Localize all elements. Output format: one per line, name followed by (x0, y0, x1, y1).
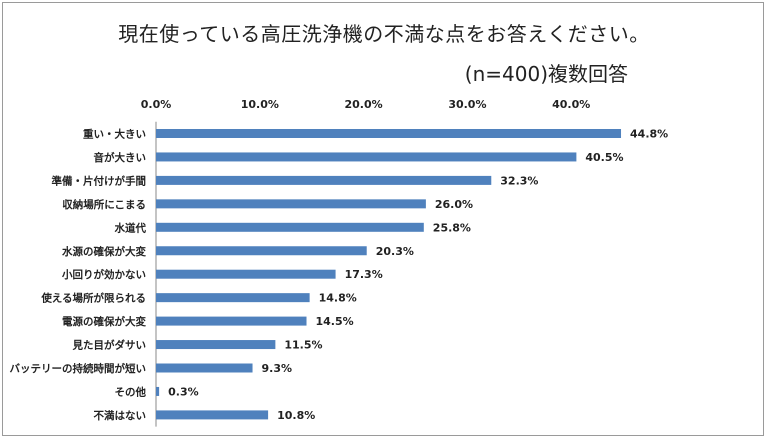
data-label: 14.5% (316, 315, 354, 328)
data-label: 32.3% (500, 174, 538, 187)
bar (156, 340, 276, 350)
category-label: 不満はない (94, 409, 147, 422)
data-label: 0.3% (168, 385, 199, 398)
bar (156, 175, 492, 185)
data-label: 44.8% (630, 128, 668, 141)
x-tick-label: 10.0% (241, 98, 279, 111)
chart-frame (2, 2, 764, 436)
category-label: 水源の確保が大変 (61, 245, 146, 258)
data-label: 40.5% (585, 151, 623, 164)
bar (156, 246, 367, 256)
x-tick-label: 40.0% (552, 98, 590, 111)
bar (156, 129, 622, 138)
category-label: 音が大きい (94, 151, 147, 164)
data-label: 14.8% (319, 292, 357, 305)
data-label: 26.0% (435, 198, 473, 211)
category-label: 小回りが効かない (61, 268, 146, 281)
data-label: 25.8% (433, 221, 471, 234)
category-label: 電源の確保が大変 (62, 315, 146, 328)
bar (156, 410, 269, 420)
bar (156, 269, 336, 279)
category-label: 重い・大きい (83, 128, 146, 141)
chart-subtitle: (n=400)複数回答 (464, 62, 628, 86)
data-label: 11.5% (284, 339, 322, 352)
category-label: その他 (115, 385, 147, 398)
bar (156, 222, 424, 232)
category-label: 準備・片付けが手間 (52, 174, 147, 187)
bar (156, 199, 426, 209)
bar (156, 316, 307, 326)
chart-title: 現在使っている高圧洗浄機の不満な点をお答えください。 (118, 22, 650, 46)
data-label: 20.3% (376, 245, 414, 258)
bar (156, 293, 310, 303)
x-tick-label: 30.0% (448, 98, 486, 111)
data-label: 9.3% (262, 362, 293, 375)
data-label: 10.8% (277, 409, 315, 422)
x-tick-label: 0.0% (141, 98, 172, 111)
x-tick-label: 20.0% (345, 98, 383, 111)
category-label: 使える場所が限られる (40, 292, 146, 305)
category-label: 収納場所にこまる (62, 198, 146, 211)
category-label: 見た目がダサい (72, 339, 147, 352)
bar (156, 152, 577, 162)
category-label: バッテリーの持続時間が短い (10, 362, 147, 375)
bar (156, 363, 253, 373)
bar (156, 386, 160, 396)
data-label: 17.3% (345, 268, 383, 281)
category-label: 水道代 (114, 221, 147, 234)
